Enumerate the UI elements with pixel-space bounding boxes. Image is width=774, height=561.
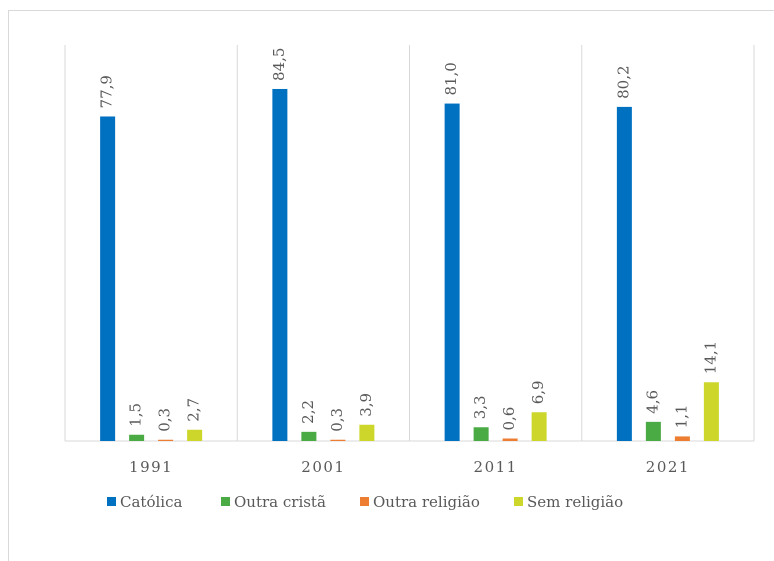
legend-label: Católica: [120, 493, 182, 511]
bar: [100, 116, 116, 442]
data-label: 2,7: [185, 398, 203, 422]
bar: [330, 439, 346, 441]
data-label: 80,2: [614, 65, 632, 98]
data-label: 1,5: [127, 403, 145, 427]
data-label: 84,5: [270, 48, 288, 81]
bar: [301, 431, 317, 441]
data-label: 1,1: [672, 405, 690, 429]
bar: [645, 421, 661, 441]
data-label: 3,3: [471, 395, 489, 419]
bar: [703, 382, 719, 441]
bar: [187, 429, 203, 441]
legend-swatch: [107, 497, 116, 506]
bar: [502, 438, 518, 441]
legend-label: Sem religião: [527, 493, 623, 511]
chart-border: [8, 10, 774, 561]
legend-swatch: [514, 497, 523, 506]
data-label: 4,6: [643, 390, 661, 414]
legend-swatch: [360, 497, 369, 506]
bar: [531, 412, 547, 441]
data-label: 3,9: [357, 393, 375, 417]
data-label: 14,1: [701, 341, 719, 374]
data-label: 2,2: [299, 400, 317, 424]
bar: [473, 427, 489, 441]
bar: [158, 439, 174, 441]
bar: [129, 434, 145, 441]
data-label: 0,3: [328, 408, 346, 432]
x-tick-label: 2021: [646, 458, 690, 476]
x-tick-label: 2011: [474, 458, 518, 476]
x-tick-label: 2001: [301, 458, 345, 476]
bar: [444, 103, 460, 441]
bar: [616, 106, 632, 441]
x-tick-label: 1991: [129, 458, 173, 476]
data-label: 0,6: [500, 407, 518, 431]
data-label: 77,9: [98, 75, 116, 108]
bar: [272, 88, 288, 441]
data-label: 81,0: [442, 62, 460, 95]
legend-label: Outra cristã: [234, 493, 326, 511]
legend-label: Outra religião: [373, 493, 480, 511]
legend-swatch: [221, 497, 230, 506]
bar: [359, 424, 375, 441]
bar: [674, 436, 690, 441]
data-label: 0,3: [156, 408, 174, 432]
data-label: 6,9: [529, 380, 547, 404]
